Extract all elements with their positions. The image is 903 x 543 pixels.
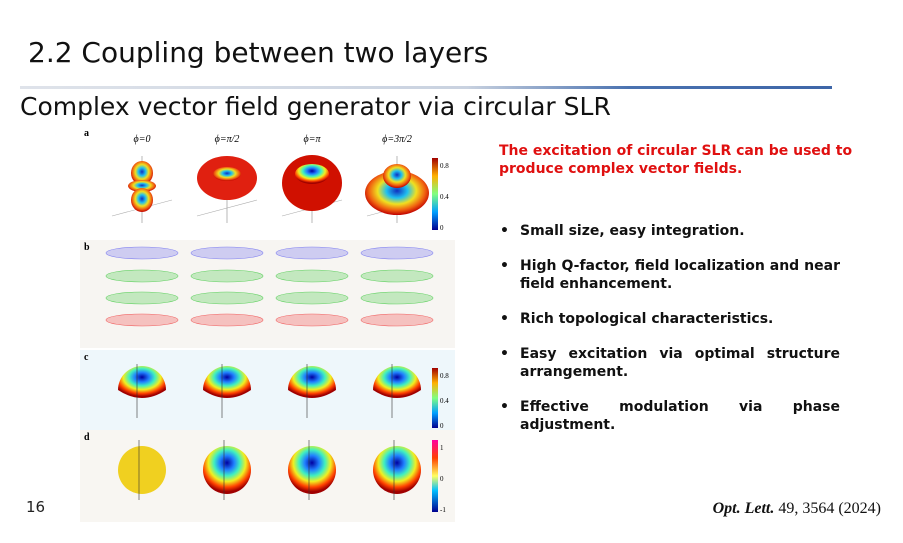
bullet-list: Small size, easy integration. High Q-fac… [500,222,840,451]
colorbar [432,440,438,512]
colorbar-label: 0 [440,224,444,232]
lobe [295,164,329,184]
bullet: Easy excitation via optimal structure ar… [500,345,840,381]
sphere [288,446,336,494]
hemisphere [118,366,166,398]
lobe [383,164,411,188]
ring [190,291,264,305]
lobe [131,161,153,185]
colorbar-label: -1 [440,506,446,514]
lobe [365,171,429,215]
panel-label: b [84,242,90,253]
hemisphere [288,366,336,398]
panel-label: d [84,432,90,443]
title-rule [20,86,832,89]
ring [360,269,434,283]
phase-label: ϕ=π/2 [215,134,240,145]
ring [360,291,434,305]
ring [105,246,179,260]
sphere [373,446,421,494]
colorbar-label: 0.4 [440,397,449,405]
ring [105,291,179,305]
page-number: 16 [26,498,46,516]
lobe [128,180,156,192]
colorbar-label: 0.4 [440,193,449,201]
ring [105,269,179,283]
lobe [131,188,153,212]
bullet: Rich topological characteristics. [500,310,840,328]
lobe [213,167,241,181]
phase-label: ϕ=3π/2 [382,134,412,145]
hemisphere [373,366,421,398]
colorbar-label: 1 [440,444,444,452]
ring [190,246,264,260]
citation: Opt. Lett. 49, 3564 (2024) [713,500,881,518]
panel-label: a [84,128,89,139]
phase-label: ϕ=0 [134,134,151,145]
ring [360,246,434,260]
ring [275,269,349,283]
ring [190,269,264,283]
colorbar [432,158,438,230]
ring [105,313,179,327]
bullet: Small size, easy integration. [500,222,840,240]
ring [190,313,264,327]
citation-ref: 49, 3564 (2024) [778,500,881,517]
slide-title: 2.2 Coupling between two layers [28,36,489,69]
ring [360,313,434,327]
bullet: Effective modulation via phase adjustmen… [500,398,840,434]
phase-label: ϕ=π [304,134,322,145]
colorbar-label: 0.8 [440,162,449,170]
ring [275,291,349,305]
axis [196,199,258,217]
colorbar-label: 0 [440,422,444,430]
ring [275,313,349,327]
colorbar-label: 0.8 [440,372,449,380]
panel-label: c [84,352,89,363]
colorbar [432,368,438,428]
citation-journal: Opt. Lett. [712,500,775,517]
figure: a b c d ϕ=0 ϕ=π/2 ϕ=π ϕ=3π/2 0.8 0.4 0 0.8 0.4 0 1 0 -1 [80,128,455,522]
colorbar-label: 0 [440,475,444,483]
sphere [203,446,251,494]
highlight-text: The excitation of circular SLR can be us… [499,143,853,177]
bullet: High Q-factor, field localization and ne… [500,257,840,293]
ring [275,246,349,260]
slide-subtitle: Complex vector field generator via circu… [20,92,611,121]
hemisphere [203,366,251,398]
sphere [118,446,166,494]
